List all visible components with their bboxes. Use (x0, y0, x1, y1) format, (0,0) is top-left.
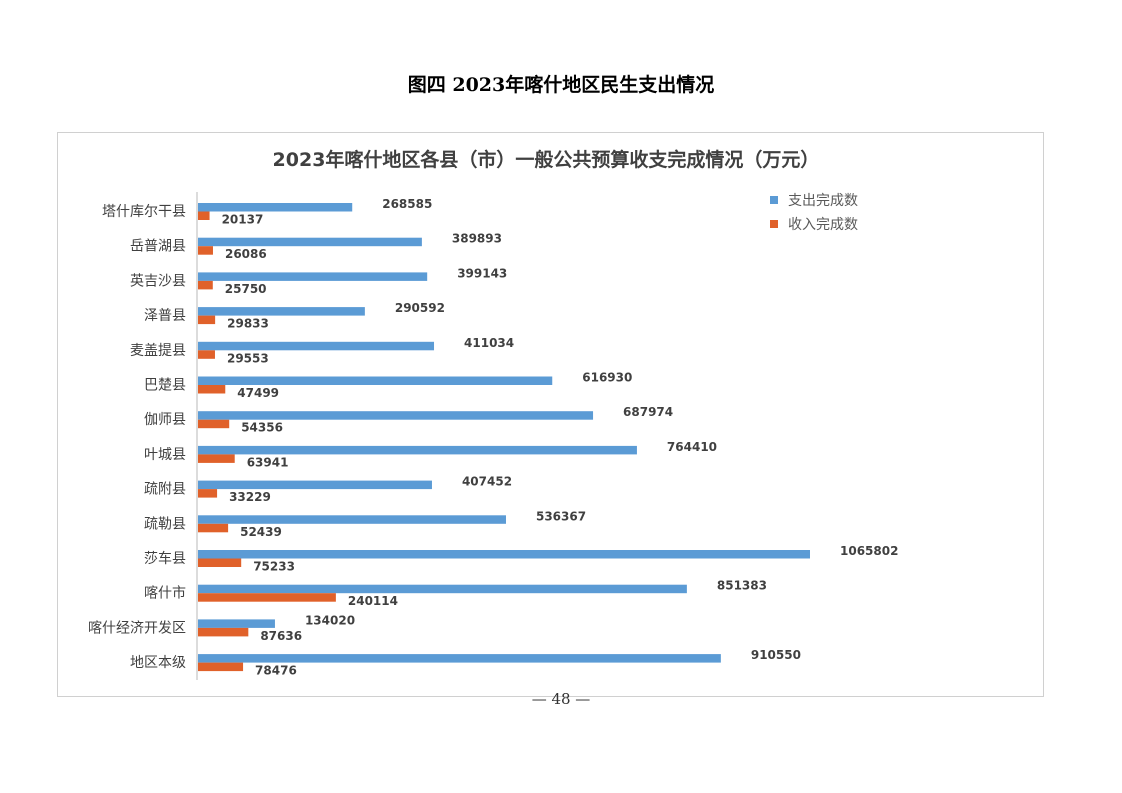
revenue-bar (198, 211, 210, 220)
category-label: 岳普湖县 (130, 239, 186, 255)
expenditure-bar (198, 411, 594, 420)
expenditure-bar (198, 341, 435, 351)
category-label: 麦盖提县 (130, 343, 186, 359)
expenditure-bar (198, 480, 432, 490)
legend-label: 收入完成数 (788, 217, 858, 233)
expenditure-value-label: 1065802 (840, 544, 898, 558)
expenditure-value-label: 407452 (462, 475, 512, 489)
legend-label: 支出完成数 (788, 193, 858, 209)
chart-frame (57, 132, 1044, 697)
category-label: 疏勒县 (144, 516, 186, 532)
expenditure-value-label: 536367 (536, 509, 586, 523)
expenditure-bar (198, 654, 721, 663)
expenditure-value-label: 616930 (582, 371, 632, 385)
expenditure-value-label: 687974 (623, 405, 673, 419)
category-label: 喀什市 (144, 585, 186, 602)
revenue-value-label: 240114 (348, 594, 398, 608)
expenditure-bar (198, 272, 428, 281)
expenditure-bar (198, 550, 810, 559)
revenue-value-label: 29553 (227, 351, 269, 365)
revenue-bar (198, 523, 229, 533)
revenue-bar (198, 627, 249, 637)
revenue-value-label: 52439 (240, 525, 282, 539)
revenue-value-label: 47499 (237, 386, 279, 400)
revenue-value-label: 26086 (225, 247, 267, 261)
revenue-bar (198, 454, 235, 463)
expenditure-bar (198, 376, 553, 385)
revenue-value-label: 54356 (241, 421, 283, 435)
expenditure-value-label: 134020 (305, 613, 355, 627)
category-label: 喀什经济开发区 (88, 620, 186, 636)
legend-swatch (770, 220, 778, 228)
revenue-bar (198, 315, 216, 325)
expenditure-bar (198, 237, 422, 247)
revenue-value-label: 78476 (255, 664, 297, 678)
revenue-bar (198, 558, 242, 567)
category-label: 疏附县 (144, 482, 186, 498)
category-label: 地区本级 (130, 655, 186, 671)
expenditure-bar (198, 584, 687, 594)
expenditure-bar (198, 307, 365, 316)
revenue-bar (198, 593, 336, 602)
expenditure-value-label: 851383 (717, 579, 767, 593)
revenue-value-label: 20137 (222, 213, 264, 227)
expenditure-bar (198, 203, 353, 212)
category-label: 塔什库尔干县 (102, 204, 186, 220)
expenditure-bar (198, 515, 506, 524)
revenue-bar (198, 662, 244, 672)
category-label: 莎车县 (144, 550, 186, 567)
revenue-bar (198, 385, 226, 394)
revenue-bar (198, 246, 213, 255)
category-label: 泽普县 (144, 308, 186, 324)
expenditure-value-label: 411034 (464, 336, 514, 350)
category-label: 叶城县 (144, 447, 186, 463)
figure-title: 图四 2023年喀什地区民生支出情况 (407, 74, 715, 96)
chart-title: 2023年喀什地区各县（市）一般公共预算收支完成情况（万元） (273, 148, 820, 171)
expenditure-value-label: 389893 (452, 232, 502, 246)
expenditure-bar (198, 445, 637, 455)
revenue-bar (198, 350, 215, 359)
revenue-value-label: 63941 (247, 455, 289, 469)
category-label: 巴楚县 (144, 378, 186, 394)
category-label: 伽师县 (144, 412, 186, 428)
revenue-value-label: 75233 (253, 560, 295, 574)
revenue-value-label: 25750 (225, 282, 267, 296)
page-number: — 48 — (531, 690, 591, 708)
revenue-bar (198, 280, 213, 290)
expenditure-value-label: 399143 (457, 266, 507, 280)
expenditure-value-label: 764410 (667, 440, 717, 454)
category-label: 英吉沙县 (130, 272, 186, 289)
revenue-value-label: 29833 (227, 317, 269, 331)
expenditure-bar (198, 619, 275, 628)
expenditure-value-label: 910550 (751, 648, 801, 662)
revenue-value-label: 33229 (229, 490, 271, 504)
legend-swatch (770, 196, 778, 204)
revenue-bar (198, 419, 230, 429)
expenditure-value-label: 290592 (395, 301, 445, 315)
revenue-bar (198, 489, 218, 498)
expenditure-value-label: 268585 (382, 197, 432, 211)
revenue-value-label: 87636 (260, 629, 302, 643)
